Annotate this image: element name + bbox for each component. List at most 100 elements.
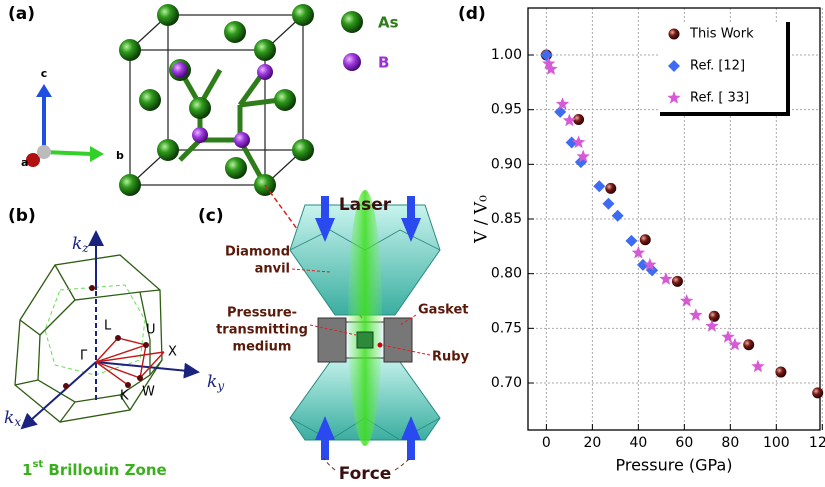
legend-text: B — [378, 54, 389, 72]
axis-letter: c — [41, 67, 48, 80]
y-tick-label: 1.00 — [491, 47, 522, 63]
k: k — [207, 372, 217, 392]
point — [751, 359, 765, 373]
legend-text: Ref. [12] — [690, 59, 745, 74]
force-label: Force — [339, 464, 392, 484]
k-label: kz — [72, 234, 89, 255]
y-axis-label: V / V₀ — [472, 195, 492, 244]
y-tick-label: 0.75 — [491, 320, 522, 336]
caption-base: 1 — [22, 461, 32, 479]
point-label: K — [120, 389, 129, 404]
x-tick-label: 20 — [583, 435, 601, 451]
point — [679, 293, 694, 307]
axes-widget: c b a — [21, 67, 124, 169]
point — [643, 257, 657, 271]
legend-marker — [668, 28, 680, 40]
point — [611, 209, 624, 222]
point-label: Γ — [80, 349, 88, 364]
point — [728, 337, 742, 351]
point — [743, 339, 755, 351]
x-tick-label: 60 — [675, 435, 693, 451]
panel-label: (d) — [458, 4, 486, 24]
caption-sup: st — [32, 459, 43, 470]
callout: Pressure- — [227, 306, 297, 321]
point-label: X — [168, 345, 177, 360]
force-arrows — [315, 196, 421, 460]
k-label: kx — [4, 408, 21, 429]
legend-box — [660, 22, 788, 114]
point — [605, 182, 617, 194]
point — [625, 234, 638, 247]
panel-label: (b) — [8, 206, 36, 226]
point-label: W — [142, 385, 155, 400]
leader — [381, 344, 431, 356]
k-sub: z — [81, 241, 89, 255]
point — [565, 136, 578, 149]
x-axis-label: Pressure (GPa) — [615, 456, 732, 475]
point — [721, 330, 735, 343]
x-tick-label: 40 — [629, 435, 647, 451]
axis-letter: b — [116, 149, 124, 162]
k: k — [72, 234, 82, 254]
y-tick-label: 0.90 — [491, 156, 522, 172]
leader — [309, 324, 357, 336]
legend-text: As — [378, 14, 399, 32]
gasket-right — [383, 317, 413, 363]
y-tick-label: 0.85 — [491, 211, 522, 227]
y-tick-label: 0.70 — [491, 375, 522, 391]
legend-b — [343, 53, 361, 71]
kx-arrow — [20, 361, 97, 430]
force-leader — [323, 457, 412, 471]
panel-label: (c) — [198, 206, 224, 226]
y-tick-label: 0.95 — [491, 102, 522, 118]
legend-text: This Work — [689, 27, 754, 42]
chart-d: (d) 0 20 40 60 80 100 120 0.70 0.75 0.80 0.85 0.90 0.… — [458, 4, 825, 475]
callout: Diamond — [225, 245, 290, 260]
point — [708, 310, 720, 322]
k-sub: x — [14, 415, 21, 429]
point — [544, 62, 558, 75]
legend-shadow — [660, 22, 790, 116]
point — [659, 272, 673, 285]
caption-rest: Brillouin Zone — [43, 461, 167, 479]
x-tick-label: 0 — [542, 435, 551, 451]
k: k — [4, 408, 14, 428]
plot-frame — [527, 7, 821, 431]
ky-arrow — [95, 361, 200, 379]
legend-as — [341, 11, 363, 33]
b-atoms — [172, 62, 273, 148]
k-label: ky — [207, 372, 224, 393]
callout: medium — [233, 340, 292, 355]
k-points: L U X Γ K W — [80, 319, 177, 404]
point — [602, 197, 615, 210]
caption: 1st Brillouin Zone — [22, 459, 167, 479]
point-label: U — [146, 323, 156, 338]
callout: Gasket — [418, 303, 469, 318]
point — [671, 275, 683, 287]
callout: transmitting — [216, 323, 308, 338]
point — [631, 245, 646, 259]
x-tick-label: 100 — [763, 435, 790, 451]
laser-label: Laser — [339, 195, 392, 215]
sample — [356, 331, 374, 349]
point-label: L — [104, 319, 112, 334]
x-tick-label: 80 — [721, 435, 739, 451]
point — [705, 319, 719, 332]
k-sub: y — [216, 379, 224, 393]
point — [593, 180, 606, 193]
gasket-left — [317, 317, 347, 363]
axis-letter: a — [21, 156, 28, 169]
point — [639, 234, 651, 246]
panel-b: (b) kz ky kx L U X Γ K W — [4, 206, 224, 479]
point — [636, 258, 649, 271]
laser-beam — [348, 190, 382, 446]
leader — [399, 314, 417, 326]
legend-text: Ref. [ 33] — [690, 91, 749, 106]
panel-c: (c) Laser Force Diamond anvil Pressure- … — [198, 184, 470, 484]
point — [540, 49, 553, 62]
ruby-chip — [377, 342, 383, 348]
point — [542, 56, 556, 70]
point — [812, 387, 824, 399]
point — [576, 149, 590, 163]
